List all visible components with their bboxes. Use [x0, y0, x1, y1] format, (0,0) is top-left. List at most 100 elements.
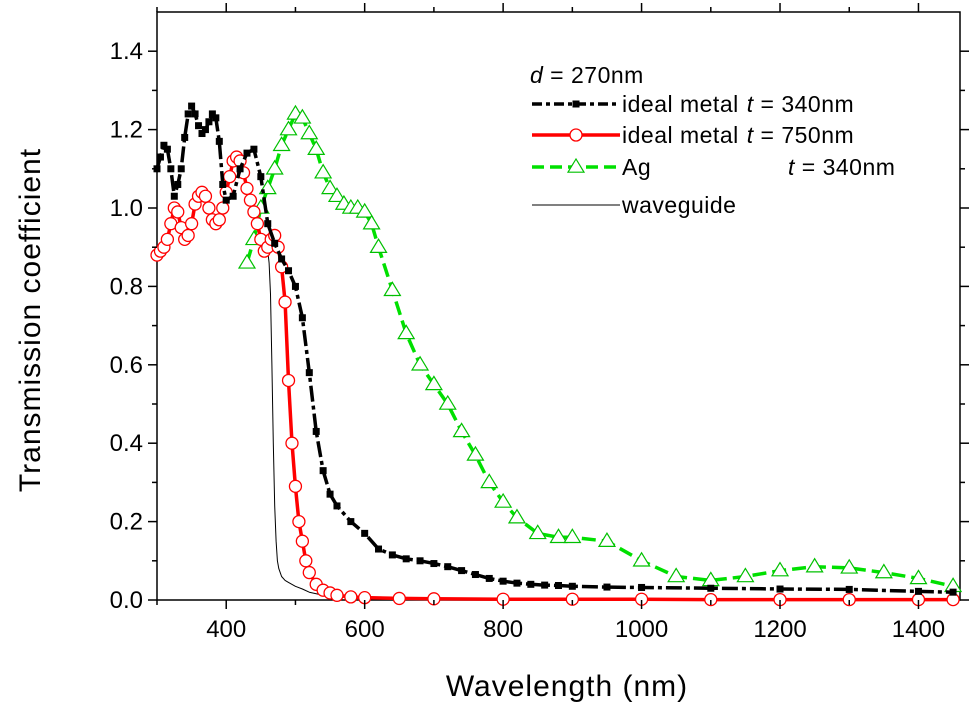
data-point	[257, 173, 265, 181]
data-point	[208, 110, 216, 118]
legend-swatch-marker	[566, 157, 586, 173]
data-point	[240, 181, 254, 196]
data-point	[603, 583, 611, 591]
legend-param-value: = 340nm	[754, 91, 855, 117]
data-point	[392, 591, 406, 606]
legend-entry-0: ideal metal t = 340nm	[532, 91, 854, 117]
data-point	[229, 192, 237, 200]
series-line	[245, 112, 954, 589]
data-point	[667, 567, 686, 583]
data-point	[424, 375, 443, 391]
data-point	[281, 373, 296, 388]
data-point	[156, 153, 164, 161]
data-point	[320, 179, 340, 195]
x-tick-label: 1200	[753, 616, 806, 643]
data-point	[288, 479, 303, 493]
legend-series-name: ideal metal	[622, 122, 739, 148]
data-point	[302, 565, 316, 580]
legend-label: waveguide	[621, 192, 736, 218]
legend-series-name: Ag	[622, 154, 651, 180]
data-point	[212, 213, 226, 227]
legend-series-name: waveguide	[621, 192, 736, 218]
data-point	[736, 567, 755, 583]
data-point	[845, 585, 853, 593]
data-point	[494, 492, 513, 508]
data-point	[247, 205, 261, 219]
data-point	[327, 187, 347, 203]
data-point	[236, 165, 244, 173]
legend-series-name: ideal metal	[622, 91, 739, 117]
data-point	[292, 514, 306, 529]
data-point	[184, 110, 192, 118]
data-point	[452, 422, 471, 438]
data-point	[215, 137, 223, 145]
legend-swatch-marker	[572, 100, 580, 108]
data-point	[160, 232, 175, 247]
data-point	[293, 108, 312, 124]
y-tick-label: 1.2	[110, 117, 143, 144]
data-point	[471, 571, 479, 579]
data-point	[223, 169, 237, 184]
data-point	[805, 557, 824, 573]
data-point	[638, 583, 646, 591]
data-point	[299, 554, 313, 568]
series-layer	[150, 102, 963, 607]
legend-entry-2: Ag t = 340nm	[532, 154, 895, 180]
legend-title-rest: = 270nm	[543, 62, 644, 88]
y-tick-label: 0.6	[110, 352, 143, 379]
data-point	[565, 592, 579, 606]
data-point	[177, 165, 185, 173]
data-point	[243, 149, 251, 157]
y-tick-label: 0.0	[110, 587, 143, 614]
legend-param: t	[788, 154, 796, 180]
data-point	[250, 217, 265, 231]
data-point	[528, 524, 547, 540]
data-point	[397, 324, 416, 340]
data-point	[219, 180, 227, 188]
data-point	[527, 580, 535, 588]
data-point	[344, 590, 358, 604]
data-point	[330, 588, 344, 602]
legend-param-value: = 750nm	[754, 122, 855, 148]
x-tick-label: 800	[483, 616, 523, 643]
data-point	[770, 561, 790, 577]
data-point	[840, 558, 859, 574]
data-point	[362, 214, 381, 230]
legend-entry-3: waveguide	[532, 192, 736, 218]
data-point	[243, 193, 258, 207]
data-point	[271, 239, 279, 247]
data-point	[333, 502, 341, 510]
y-axis-title: Transmission coefficient	[14, 148, 47, 492]
data-point	[184, 217, 199, 231]
data-point	[278, 255, 286, 263]
data-point	[458, 567, 466, 575]
legend-entry-1: ideal metal t = 750nm	[532, 122, 854, 148]
data-point	[776, 585, 784, 593]
legend-title-var: d	[530, 62, 544, 88]
data-point	[237, 253, 257, 269]
data-point	[300, 124, 319, 140]
data-point	[842, 592, 856, 607]
data-point	[222, 196, 230, 204]
data-point	[874, 563, 893, 579]
data-point	[167, 165, 175, 173]
legend-label: ideal metal t = 340nm	[622, 91, 854, 117]
data-point	[499, 577, 507, 585]
data-point	[480, 473, 499, 489]
data-point	[188, 102, 196, 110]
data-point	[174, 180, 182, 188]
data-point	[312, 427, 320, 435]
ticks-layer: 400 600 800 1000 1200 1400 0.0 0.2 0.4 0.6 0.8 1.0 1…	[110, 3, 969, 643]
data-point	[265, 159, 284, 175]
data-point	[347, 518, 355, 526]
data-point	[212, 114, 220, 122]
legend-label: ideal metal t = 750nm	[622, 122, 854, 148]
data-point	[264, 220, 272, 228]
data-point	[549, 528, 568, 544]
data-point	[388, 551, 396, 559]
data-point	[181, 133, 189, 141]
data-point	[568, 582, 576, 590]
data-point	[914, 587, 922, 595]
data-point	[909, 569, 928, 585]
